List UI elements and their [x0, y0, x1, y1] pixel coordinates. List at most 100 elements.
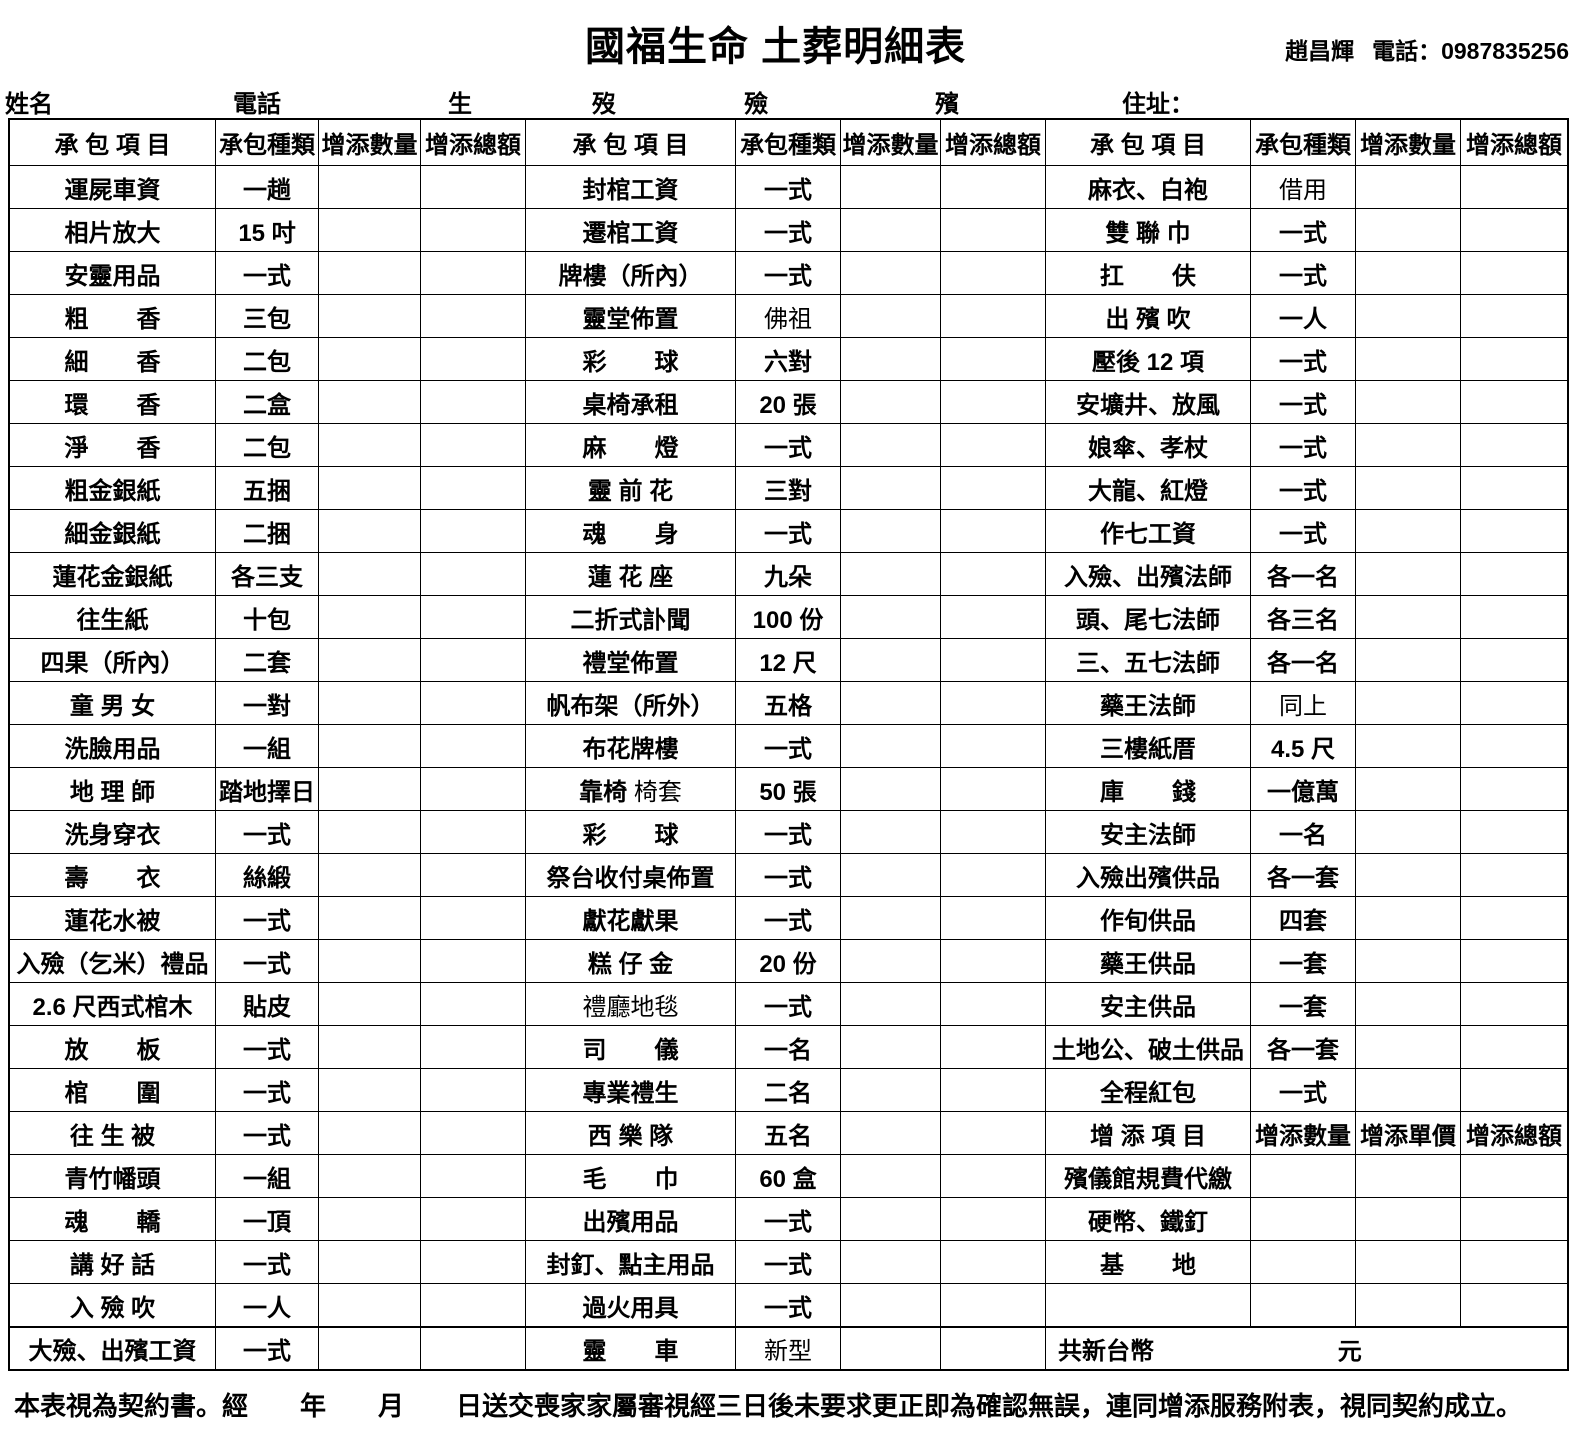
kind-cell: 各一套 [1250, 1025, 1355, 1068]
item-cell: 靈堂佈置 [525, 294, 735, 337]
total-cell [420, 1240, 525, 1283]
qty-cell [318, 1025, 420, 1068]
item-cell: 入 殮 吹 [10, 1283, 215, 1326]
total-cell [420, 853, 525, 896]
item-cell: 牌樓（所內） [525, 251, 735, 294]
item-cell: 殯儀館規費代繳 [1045, 1154, 1250, 1197]
total-cell [1460, 1283, 1567, 1326]
item-cell: 四果（所內） [10, 638, 215, 681]
qty-cell [1355, 423, 1460, 466]
qty-cell [840, 1025, 940, 1068]
item-cell: 蓮花金銀紙 [10, 552, 215, 595]
total-cell [940, 1283, 1045, 1326]
column-header-item: 承 包 項 目 [525, 120, 735, 165]
qty-cell [1355, 294, 1460, 337]
item-cell: 棺 圍 [10, 1068, 215, 1111]
contract-note: 本表視為契約書。經 年 月 日送交喪家家屬審視經三日後未要求更正即為確認無誤，連… [14, 1391, 1523, 1421]
total-cell [940, 251, 1045, 294]
total-cell [1460, 595, 1567, 638]
total-cell [420, 1326, 525, 1369]
kind-cell: 一式 [735, 509, 840, 552]
field-label-death: 歿 [592, 91, 616, 118]
item-cell: 藥王供品 [1045, 939, 1250, 982]
total-cell [1460, 466, 1567, 509]
qty-cell [318, 1068, 420, 1111]
item-cell: 粗 香 [10, 294, 215, 337]
kind-cell: 一式 [215, 1025, 318, 1068]
total-cell [1460, 638, 1567, 681]
item-cell: 藥王法師 [1045, 681, 1250, 724]
item-cell: 蓮花水被 [10, 896, 215, 939]
item-cell: 2.6 尺西式棺木 [10, 982, 215, 1025]
qty-cell [1355, 466, 1460, 509]
qty-cell [840, 165, 940, 208]
qty-cell [840, 251, 940, 294]
column-header-qty: 增添數量 [318, 120, 420, 165]
qty-cell [318, 423, 420, 466]
table-group-2: 承 包 項 目承包種類 增添數量 增添總額 封棺工資 一式 遷棺工資 一式 牌樓（所內） 一式靈… [525, 120, 1045, 1369]
item-cell: 三樓紙厝 [1045, 724, 1250, 767]
kind-cell: 20 份 [735, 939, 840, 982]
total-cell [940, 509, 1045, 552]
kind-cell: 二捆 [215, 509, 318, 552]
qty-cell [840, 208, 940, 251]
addon-qty-header: 增添數量 [1250, 1111, 1355, 1154]
item-cell: 靠椅 椅套 [525, 767, 735, 810]
qty-cell [318, 1154, 420, 1197]
kind-cell: 二包 [215, 423, 318, 466]
page-title: 國福生命 土葬明細表 [585, 25, 967, 69]
kind-cell: 一式 [735, 251, 840, 294]
item-cell: 青竹幡頭 [10, 1154, 215, 1197]
item-cell: 硬幣、鐵釘 [1045, 1197, 1250, 1240]
qty-cell [318, 896, 420, 939]
item-cell: 遷棺工資 [525, 208, 735, 251]
kind-cell: 一式 [215, 1326, 318, 1369]
column-header-kind: 承包種類 [215, 120, 318, 165]
total-cell [940, 595, 1045, 638]
qty-cell [318, 767, 420, 810]
total-cell [420, 509, 525, 552]
total-cell [940, 767, 1045, 810]
kind-cell: 六對 [735, 337, 840, 380]
kind-cell: 三對 [735, 466, 840, 509]
qty-cell [318, 1111, 420, 1154]
item-cell: 魂 轎 [10, 1197, 215, 1240]
total-cell [940, 1068, 1045, 1111]
qty-cell [840, 681, 940, 724]
column-header-total: 增添總額 [940, 120, 1045, 165]
total-cell [1460, 810, 1567, 853]
qty-cell [318, 724, 420, 767]
qty-cell [840, 1326, 940, 1369]
column-header-item: 承 包 項 目 [1045, 120, 1250, 165]
kind-cell [1250, 1283, 1355, 1326]
total-cell [420, 939, 525, 982]
total-cell [1460, 681, 1567, 724]
contact-phone: 0987835256 [1441, 38, 1569, 64]
total-cell [420, 767, 525, 810]
total-cell [420, 423, 525, 466]
item-cell: 娘傘、孝杖 [1045, 423, 1250, 466]
qty-cell [1355, 810, 1460, 853]
item-cell: 大龍、紅燈 [1045, 466, 1250, 509]
qty-cell [840, 939, 940, 982]
total-cell [940, 896, 1045, 939]
kind-cell: 一式 [215, 896, 318, 939]
total-cell [940, 466, 1045, 509]
qty-cell [318, 1283, 420, 1326]
qty-cell [840, 896, 940, 939]
qty-cell [318, 552, 420, 595]
total-cell [420, 1154, 525, 1197]
qty-cell [318, 1197, 420, 1240]
kind-cell: 一頂 [215, 1197, 318, 1240]
column-header-total: 增添總額 [1460, 120, 1567, 165]
qty-cell [318, 208, 420, 251]
column-header-qty: 增添數量 [1355, 120, 1460, 165]
kind-cell: 佛祖 [735, 294, 840, 337]
total-cell [1460, 896, 1567, 939]
qty-cell [1355, 380, 1460, 423]
qty-cell [1355, 724, 1460, 767]
total-cell [940, 380, 1045, 423]
kind-cell: 一名 [1250, 810, 1355, 853]
kind-cell [1250, 1197, 1355, 1240]
item-cell: 安靈用品 [10, 251, 215, 294]
